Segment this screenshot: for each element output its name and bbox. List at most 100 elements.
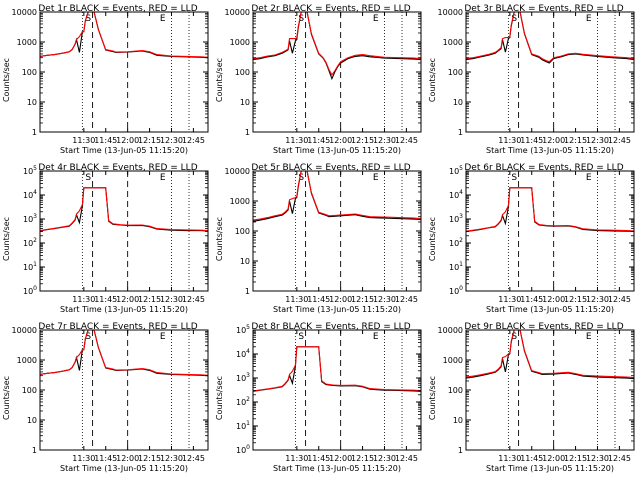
- lld-series-line: [39, 329, 209, 376]
- start-marker-label: S: [511, 173, 517, 183]
- y-tick-label: 100: [448, 386, 463, 395]
- start-marker-label: S: [85, 332, 91, 342]
- y-axis-label: Counts/sec: [428, 58, 437, 102]
- y-axis-label: Counts/sec: [428, 217, 437, 261]
- y-tick-label: 10: [27, 98, 37, 107]
- x-tick-label: 11:45: [94, 136, 117, 145]
- y-tick-label: 1000: [230, 197, 250, 206]
- y-tick-label: 1: [32, 128, 37, 137]
- x-axis-label: Start Time (13-Jun-05 11:15:20): [60, 146, 188, 155]
- y-tick-label: 1: [458, 446, 463, 455]
- y-tick-label: 100: [23, 285, 37, 296]
- x-tick-label: 12:45: [608, 454, 631, 463]
- y-axis-label: Counts/sec: [215, 376, 224, 420]
- x-tick-label: 11:45: [307, 136, 330, 145]
- x-tick-label: 12:00: [542, 136, 565, 145]
- x-tick-label: 12:00: [116, 295, 139, 304]
- y-tick-label: 104: [23, 189, 37, 200]
- plot-frame: [252, 11, 422, 133]
- x-tick-label: 12:00: [542, 295, 565, 304]
- y-tick-label: 10000: [12, 8, 37, 17]
- panel-title: Det 4r BLACK = Events, RED = LLD: [38, 163, 197, 173]
- x-axis-label: Start Time (13-Jun-05 11:15:20): [486, 464, 614, 473]
- y-tick-label: 100: [236, 444, 250, 455]
- plot-frame: [465, 329, 635, 451]
- x-tick-label: 12:00: [329, 136, 352, 145]
- y-tick-label: 1000: [443, 356, 463, 365]
- plot-frame: [252, 329, 422, 451]
- start-marker-label: S: [298, 173, 304, 183]
- x-tick-label: 12:00: [329, 454, 352, 463]
- events-series-line: [252, 11, 422, 81]
- y-tick-label: 10000: [438, 326, 463, 335]
- y-tick-label: 101: [23, 261, 37, 272]
- x-tick-label: 12:15: [564, 136, 587, 145]
- lld-series-line: [252, 170, 422, 221]
- start-marker-label: S: [85, 173, 91, 183]
- x-tick-label: 12:30: [160, 454, 183, 463]
- y-tick-label: 1000: [17, 38, 37, 47]
- x-tick-label: 12:45: [395, 454, 418, 463]
- y-tick-label: 10000: [438, 8, 463, 17]
- x-tick-label: 11:45: [520, 295, 543, 304]
- plot-frame: [39, 11, 209, 133]
- events-series-line: [465, 11, 635, 64]
- x-tick-label: 11:30: [498, 295, 521, 304]
- lld-series-line: [465, 187, 635, 232]
- x-tick-label: 11:30: [285, 454, 308, 463]
- y-tick-label: 1000: [230, 38, 250, 47]
- x-axis-label: Start Time (13-Jun-05 11:15:20): [60, 305, 188, 314]
- lld-series-line: [39, 187, 209, 232]
- y-tick-label: 10000: [225, 8, 250, 17]
- x-axis-label: Start Time (13-Jun-05 11:15:20): [273, 464, 401, 473]
- plot-frame: [465, 170, 635, 292]
- y-tick-label: 1000: [443, 38, 463, 47]
- y-tick-label: 10: [453, 416, 463, 425]
- y-tick-label: 1: [32, 446, 37, 455]
- x-tick-label: 11:45: [520, 454, 543, 463]
- y-tick-label: 105: [236, 324, 250, 335]
- plot-frame: [39, 170, 209, 292]
- x-tick-label: 11:30: [285, 295, 308, 304]
- events-series-line: [465, 187, 635, 233]
- start-marker-label: S: [85, 14, 91, 24]
- x-tick-label: 11:45: [307, 454, 330, 463]
- y-axis-label: Counts/sec: [215, 58, 224, 102]
- lld-series-line: [465, 329, 635, 379]
- x-tick-label: 12:45: [395, 295, 418, 304]
- lld-series-line: [465, 11, 635, 63]
- x-tick-label: 12:15: [138, 454, 161, 463]
- x-tick-label: 12:45: [608, 136, 631, 145]
- end-marker-label: E: [586, 173, 592, 183]
- y-tick-label: 105: [449, 165, 463, 176]
- y-tick-label: 102: [23, 237, 37, 248]
- x-tick-label: 12:00: [116, 454, 139, 463]
- events-series-line: [252, 346, 422, 392]
- y-tick-label: 102: [449, 237, 463, 248]
- x-axis-label: Start Time (13-Jun-05 11:15:20): [273, 146, 401, 155]
- x-tick-label: 12:15: [138, 295, 161, 304]
- x-axis-label: Start Time (13-Jun-05 11:15:20): [486, 305, 614, 314]
- y-tick-label: 10: [453, 98, 463, 107]
- x-tick-label: 12:30: [373, 136, 396, 145]
- plot-frame: [252, 170, 422, 292]
- y-axis-label: Counts/sec: [215, 217, 224, 261]
- start-marker-label: S: [511, 332, 517, 342]
- y-tick-label: 10000: [225, 167, 250, 176]
- x-axis-label: Start Time (13-Jun-05 11:15:20): [486, 146, 614, 155]
- y-tick-label: 101: [236, 420, 250, 431]
- end-marker-label: E: [586, 14, 592, 24]
- x-tick-label: 12:45: [182, 454, 205, 463]
- x-tick-label: 11:45: [94, 454, 117, 463]
- x-tick-label: 12:30: [373, 295, 396, 304]
- x-axis-label: Start Time (13-Jun-05 11:15:20): [60, 464, 188, 473]
- y-axis-label: Counts/sec: [428, 376, 437, 420]
- y-tick-label: 10: [240, 257, 250, 266]
- x-tick-label: 12:30: [586, 454, 609, 463]
- start-marker-label: S: [298, 14, 304, 24]
